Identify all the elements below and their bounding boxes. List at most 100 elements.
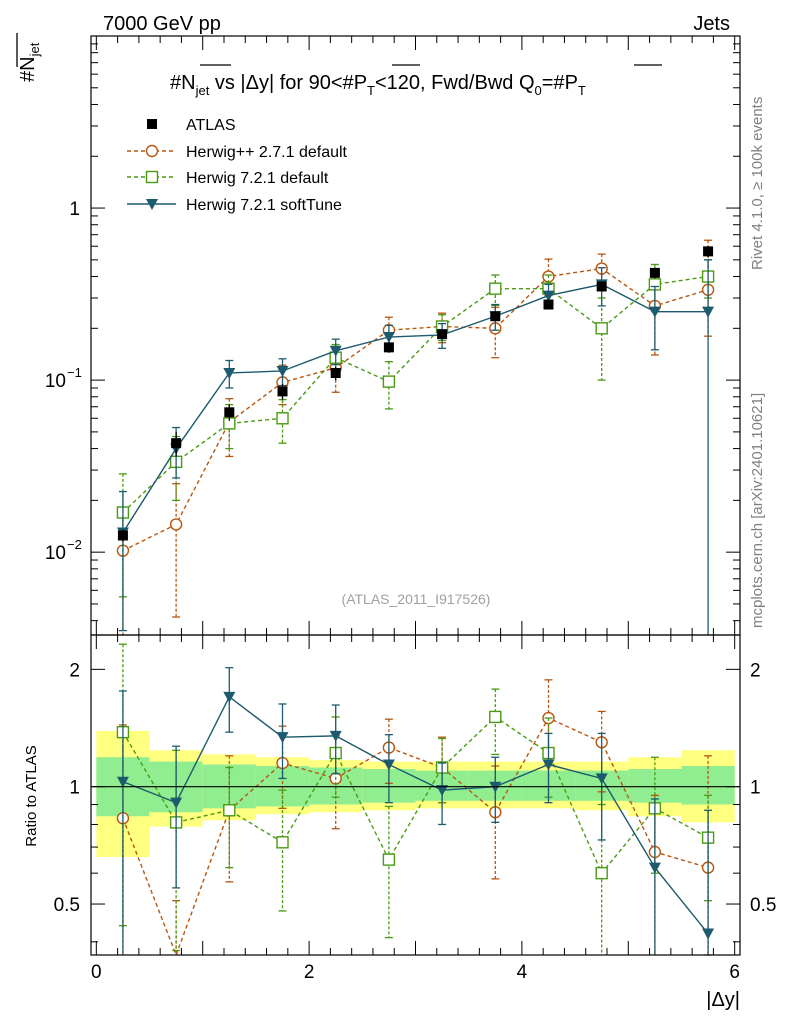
ratio-herwig-7-2-1-default-point xyxy=(595,866,608,880)
legend-label: ATLAS xyxy=(186,117,236,134)
main-atlas-point xyxy=(437,329,448,340)
main-atlas-point xyxy=(490,311,501,322)
main-atlas-point xyxy=(703,246,714,257)
main-y-axis-label: #Njet xyxy=(16,33,42,82)
ratio-panel-content xyxy=(116,643,715,957)
ratio-bands xyxy=(96,730,735,858)
main-herwig-7-2-1-softtune-point xyxy=(382,332,395,344)
legend-marker xyxy=(147,119,157,129)
main-y-tick-label: 10 xyxy=(45,371,66,392)
main-atlas-point xyxy=(277,386,288,397)
main-herwig-2-7-1-default-line xyxy=(122,267,709,552)
ratio-herwig-7-2-1-default-point xyxy=(276,836,289,849)
x-axis-label: |Δy| xyxy=(706,989,740,1011)
legend-marker xyxy=(146,199,158,210)
main-herwig-7-2-1-default-point xyxy=(595,322,608,335)
svg-text:#Njet: #Njet xyxy=(17,42,42,82)
main-herwig-7-2-1-default-point xyxy=(382,375,396,388)
ratio-herwig-7-2-1-default-point xyxy=(223,804,236,817)
main-herwig-7-2-1-softtune-point xyxy=(702,306,715,318)
main-herwig-2-7-1-default-point xyxy=(169,518,183,531)
main-herwig-7-2-1-default-point xyxy=(489,282,502,295)
main-series xyxy=(116,239,715,635)
mcplots-label: mcplots.cern.ch [arXiv:2401.10621] xyxy=(749,393,766,628)
title-part-j: P xyxy=(565,72,578,94)
main-herwig-7-2-1-softtune-line xyxy=(122,283,709,533)
header-jets-label: Jets xyxy=(693,13,730,35)
ratio-herwig-7-2-1-default-point xyxy=(489,710,502,724)
main-atlas-point xyxy=(171,438,182,449)
main-atlas-point xyxy=(649,267,660,278)
ratio-y-tick-label-right: 0.5 xyxy=(750,895,776,916)
main-atlas-point xyxy=(117,530,128,541)
main-atlas-point xyxy=(224,407,235,418)
main-herwig-7-2-1-softtune-point xyxy=(223,367,236,379)
ratio-herwig-7-2-1-softtune-point xyxy=(595,773,608,785)
ratio-axes: 0.5 0.5 1 1 2 2 0 2 4 6 xyxy=(54,635,776,983)
title-part-a: # xyxy=(170,72,182,94)
ratio-herwig-7-2-1-default-line xyxy=(122,716,709,875)
ratio-herwig-7-2-1-softtune-point xyxy=(436,785,449,797)
main-herwig-7-2-1-softtune-point xyxy=(276,365,289,377)
ylabel-sub: jet xyxy=(27,42,42,57)
rivet-label: Rivet 4.1.0, ≥ 100k events xyxy=(749,97,766,270)
legend-label: Herwig++ 2.7.1 default xyxy=(186,144,348,161)
ratio-y-axis-label: Ratio to ATLAS xyxy=(23,745,40,846)
ylabel-hash: # xyxy=(17,70,39,82)
title-part-c: jet xyxy=(195,83,210,98)
main-y-tick-label: 10 xyxy=(45,543,66,564)
main-atlas-point xyxy=(383,342,394,353)
ratio-y-tick-label-right: 2 xyxy=(750,660,761,681)
main-y-tick-exponent: −1 xyxy=(67,365,82,380)
main-axes: 10 −210 −11 xyxy=(45,35,740,635)
ratio-herwig-7-2-1-softtune-point xyxy=(702,928,715,940)
main-y-tick-exponent: −2 xyxy=(67,537,82,552)
x-tick-label: 0 xyxy=(91,962,102,983)
ratio-herwig-7-2-1-softtune-line xyxy=(122,695,709,934)
main-herwig-7-2-1-softtune-point xyxy=(542,290,555,302)
legend: ATLAS Herwig++ 2.7.1 default Herwig 7.2.1 … xyxy=(127,117,348,214)
ratio-herwig-7-2-1-softtune-point xyxy=(276,732,289,744)
ratio-herwig-7-2-1-softtune-point xyxy=(542,759,555,771)
ratio-y-tick-label-left: 0.5 xyxy=(54,895,80,916)
x-tick-label: 4 xyxy=(517,962,528,983)
x-tick-label: 6 xyxy=(729,962,740,983)
ratio-herwig-7-2-1-default-point xyxy=(382,853,396,866)
legend-marker xyxy=(145,144,159,158)
ratio-herwig-2-7-1-default-line xyxy=(122,717,709,957)
title-part-b: N xyxy=(181,72,195,94)
main-herwig-7-2-1-softtune-point xyxy=(648,306,661,318)
legend-label: Herwig 7.2.1 default xyxy=(186,170,329,187)
ratio-herwig-7-2-1-softtune-point xyxy=(223,691,236,703)
ratio-herwig-7-2-1-softtune-point xyxy=(382,759,395,771)
x-tick-label: 2 xyxy=(304,962,315,983)
ratio-y-tick-label-left: 1 xyxy=(69,778,80,799)
plot-title: #Njet vs |Δy| for 90<#PT<120, Fwd/Bwd Q0… xyxy=(170,72,586,98)
header-energy-label: 7000 GeV pp xyxy=(103,13,221,35)
ratio-herwig-7-2-1-softtune-point xyxy=(116,776,129,788)
main-atlas-point xyxy=(330,367,341,378)
title-part-f: T xyxy=(367,83,375,98)
main-atlas-point xyxy=(543,299,554,310)
title-part-i: =# xyxy=(542,72,566,94)
title-part-g: <120, Fwd/Bwd Q xyxy=(375,72,535,94)
title-part-d: vs |Δy| for 90<# xyxy=(209,72,354,94)
main-y-tick-label: 1 xyxy=(69,199,80,220)
ratio-y-tick-label-right: 1 xyxy=(750,778,761,799)
title-part-e: P xyxy=(354,72,367,94)
analysis-watermark: (ATLAS_2011_I917526) xyxy=(342,591,491,607)
ylabel-n: N xyxy=(17,56,39,70)
legend-marker xyxy=(145,170,159,184)
ratio-y-tick-label-left: 2 xyxy=(69,660,80,681)
main-herwig-7-2-1-default-point xyxy=(276,412,289,425)
title-part-h: 0 xyxy=(535,83,542,98)
legend-label: Herwig 7.2.1 softTune xyxy=(186,197,342,214)
ratio-herwig-7-2-1-softtune-point xyxy=(329,730,342,742)
ratio-herwig-7-2-1-softtune-point xyxy=(170,797,183,809)
main-herwig-7-2-1-softtune-point xyxy=(329,345,342,357)
main-herwig-7-2-1-default-line xyxy=(122,275,709,514)
title-part-k: T xyxy=(578,83,586,98)
main-atlas-point xyxy=(596,281,607,292)
ratio-herwig-7-2-1-softtune-point xyxy=(648,862,661,874)
